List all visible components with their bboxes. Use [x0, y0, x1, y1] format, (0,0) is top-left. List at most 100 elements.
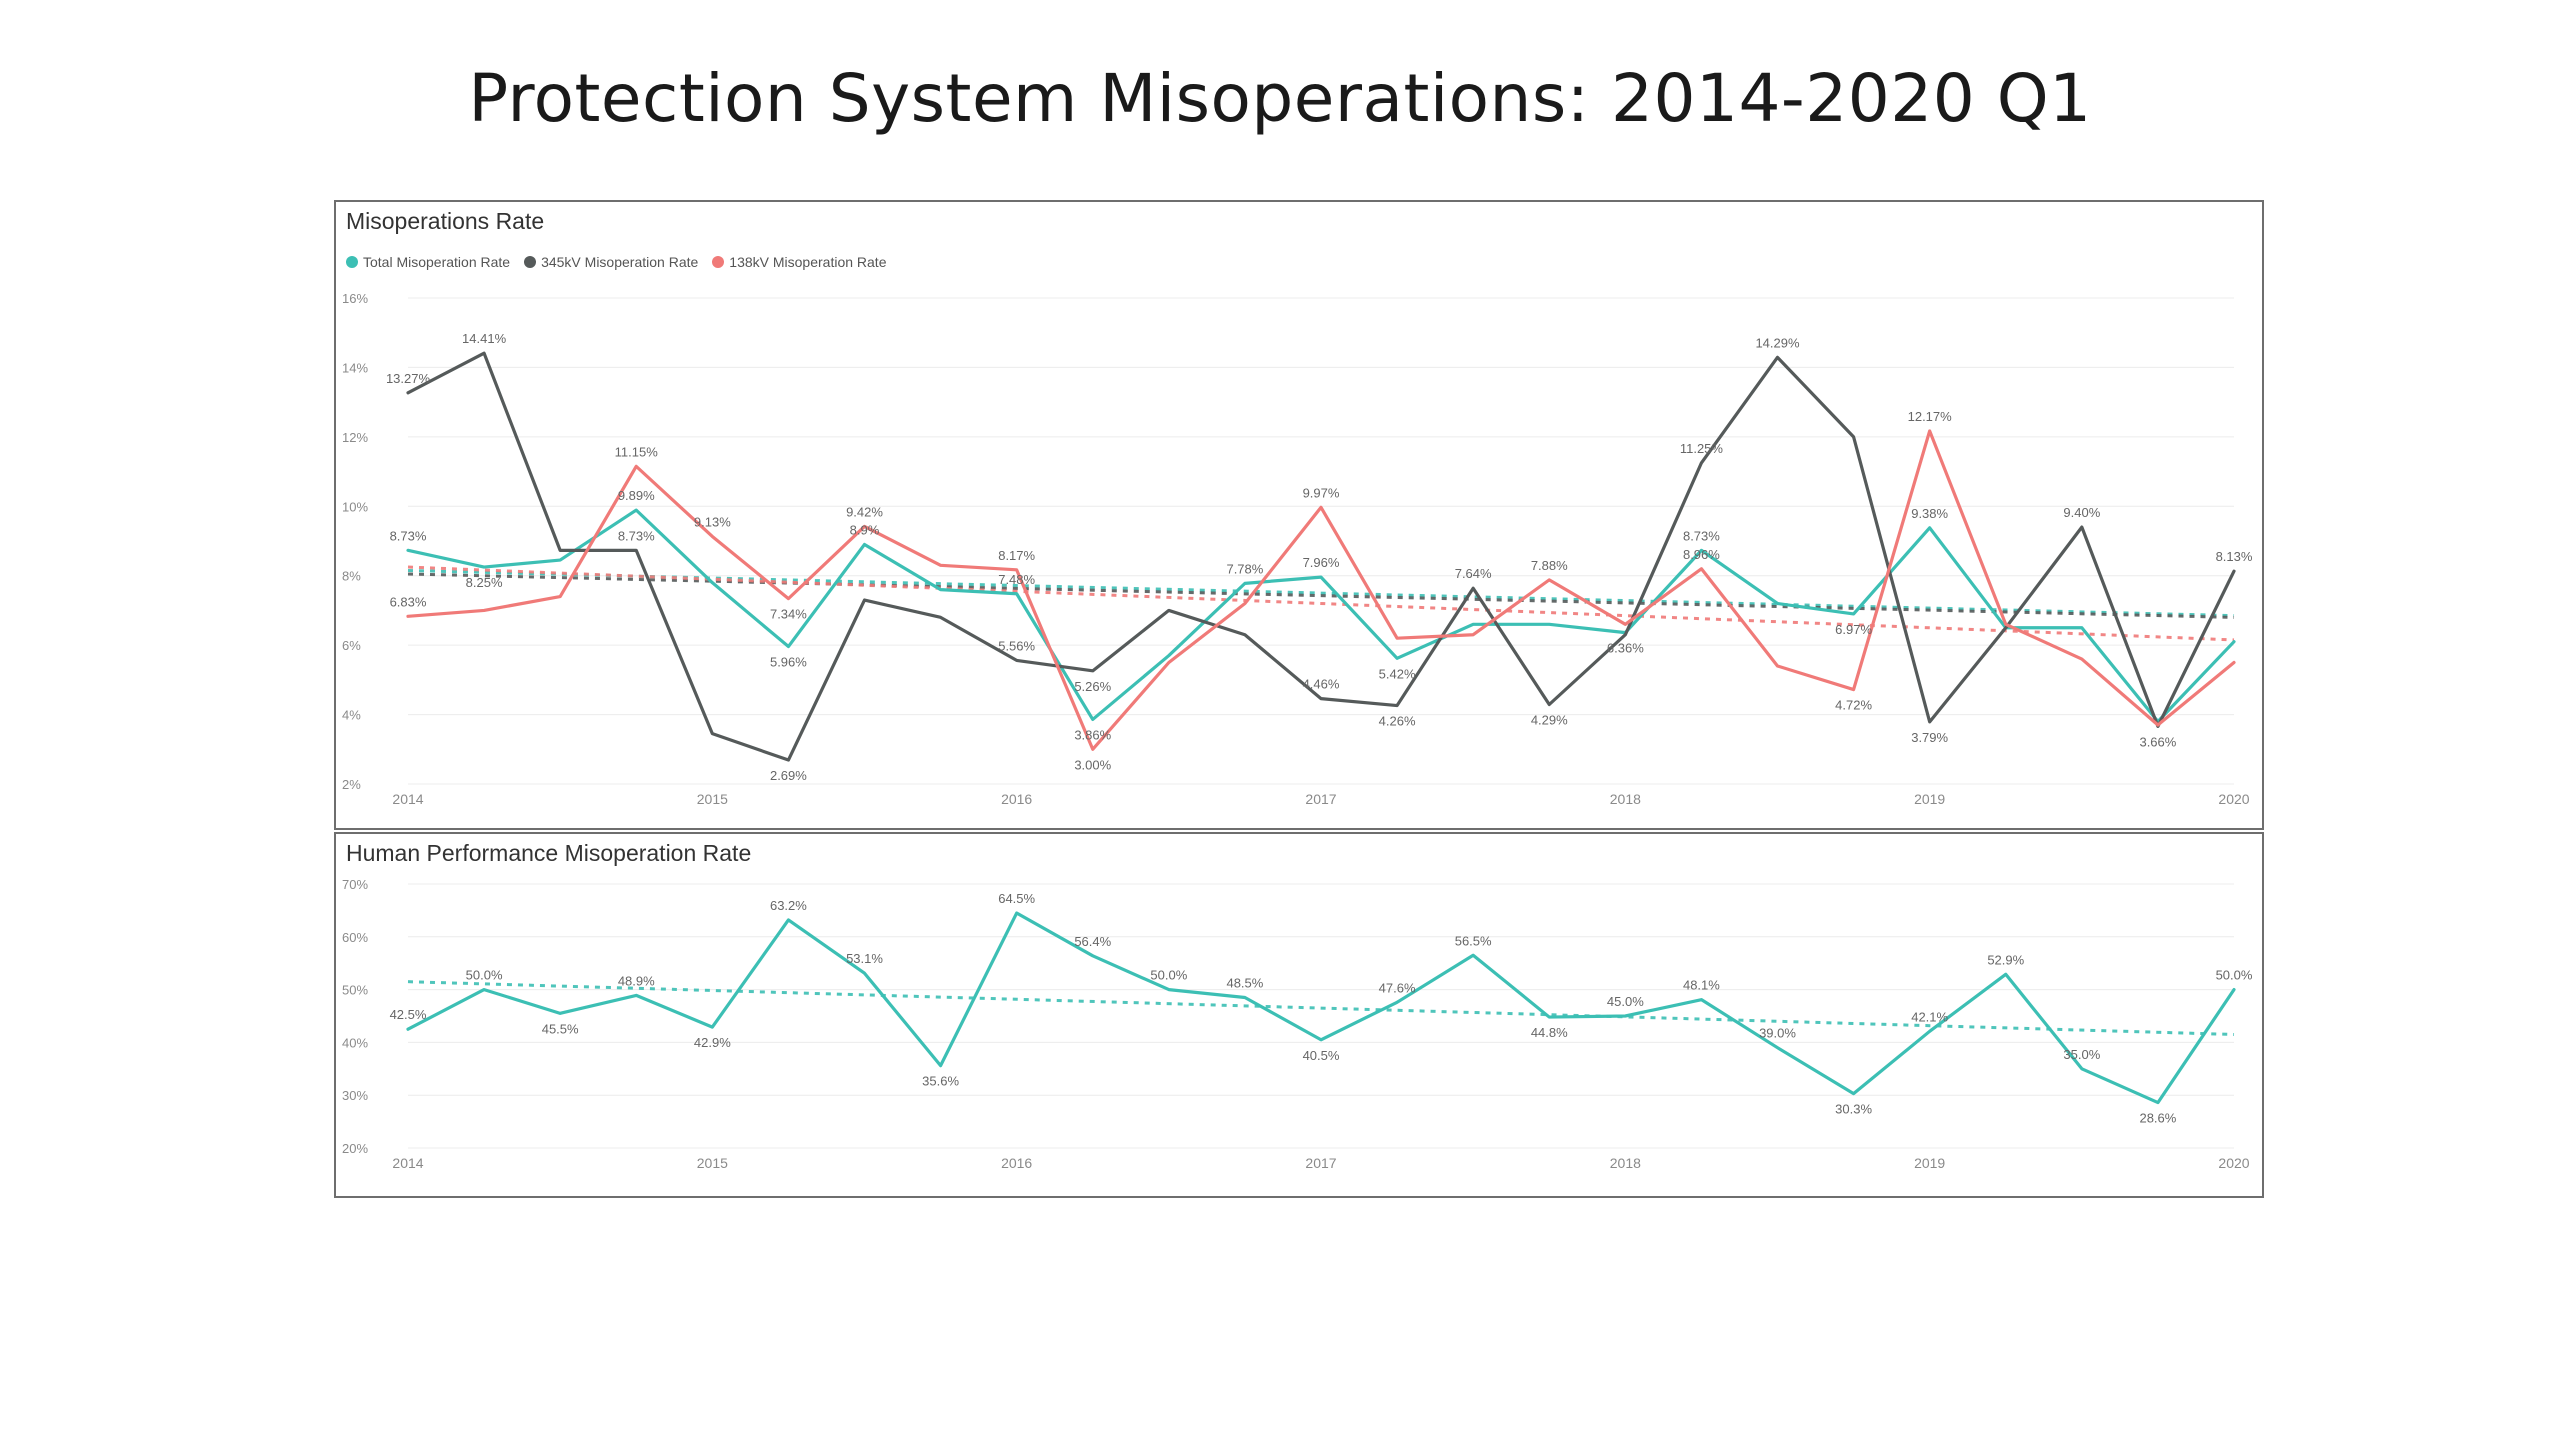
- data-label: 48.9%: [618, 973, 655, 988]
- data-label: 6.97%: [1835, 622, 1872, 637]
- data-label: 30.3%: [1835, 1102, 1872, 1117]
- x-tick-label: 2018: [1610, 791, 1641, 807]
- trend-line-0: [407, 569, 2235, 618]
- data-label: 14.29%: [1755, 335, 1800, 350]
- data-label: 7.78%: [1226, 561, 1263, 576]
- legend-label-345kv: 345kV Misoperation Rate: [541, 254, 699, 270]
- data-label: 5.96%: [770, 655, 807, 670]
- y-tick-label: 40%: [342, 1035, 368, 1050]
- data-label: 11.25%: [1680, 441, 1724, 456]
- y-tick-label: 6%: [342, 638, 361, 653]
- data-label: 4.72%: [1835, 698, 1872, 713]
- data-label: 8.96%: [1683, 547, 1720, 562]
- data-label: 63.2%: [770, 898, 807, 913]
- data-label: 2.69%: [770, 768, 807, 783]
- data-label: 8.13%: [2216, 549, 2253, 564]
- legend-marker-total: [346, 256, 358, 268]
- data-label: 48.1%: [1683, 978, 1720, 993]
- y-tick-label: 2%: [342, 777, 361, 792]
- data-label: 5.42%: [1379, 666, 1416, 681]
- series-line-2: [406, 429, 2236, 751]
- data-label: 11.15%: [615, 444, 659, 459]
- misoperations-rate-chart: 2% 4% 6% 8% 10% 12% 14% 16% 2014 2015 2016 2017 2018…: [342, 291, 2253, 807]
- data-label: 9.13%: [694, 514, 731, 529]
- x-tick-label: 2016: [1001, 1155, 1032, 1171]
- data-label: 3.00%: [1074, 757, 1111, 772]
- x-tick-label: 2018: [1610, 1155, 1641, 1171]
- y-tick-label: 4%: [342, 708, 361, 723]
- x-tick-label: 2015: [697, 791, 728, 807]
- x-tick-label: 2020: [2218, 791, 2249, 807]
- data-label: 8.25%: [466, 575, 503, 590]
- data-label: 42.5%: [390, 1007, 427, 1022]
- y-tick-label: 20%: [342, 1141, 368, 1156]
- x-tick-label: 2019: [1914, 1155, 1945, 1171]
- data-label: 50.0%: [2216, 968, 2253, 983]
- y-tick-label: 60%: [342, 930, 368, 945]
- y-tick-label: 70%: [342, 877, 368, 892]
- data-label: 53.1%: [846, 951, 883, 966]
- legend-label-138kv: 138kV Misoperation Rate: [729, 254, 887, 270]
- data-label: 3.79%: [1911, 730, 1948, 745]
- data-label: 3.86%: [1074, 727, 1111, 742]
- data-label: 56.5%: [1455, 933, 1492, 948]
- data-label: 8.17%: [998, 548, 1035, 563]
- series-line-0: [406, 911, 2236, 1105]
- x-tick-label: 2015: [697, 1155, 728, 1171]
- legend-marker-138kv: [712, 256, 725, 268]
- data-label: 9.38%: [1911, 506, 1948, 521]
- legend-label-total: Total Misoperation Rate: [363, 254, 511, 270]
- y-tick-label: 30%: [342, 1088, 368, 1103]
- data-label: 35.0%: [2063, 1047, 2100, 1062]
- data-label: 9.89%: [618, 488, 655, 503]
- misoperations-rate-panel: Misoperations Rate Total Misoperation Ra…: [334, 200, 2264, 830]
- data-label: 8.9%: [850, 522, 880, 537]
- slide-title: Protection System Misoperations: 2014-20…: [468, 60, 2092, 137]
- data-label: 52.9%: [1987, 952, 2024, 967]
- trend-line-1: [407, 572, 2235, 619]
- data-label: 8.73%: [1683, 528, 1720, 543]
- data-label: 44.8%: [1531, 1025, 1568, 1040]
- legend-item-345kv[interactable]: 345kV Misoperation Rate: [524, 254, 698, 270]
- y-tick-label: 50%: [342, 983, 368, 998]
- data-label: 7.34%: [770, 607, 807, 622]
- data-label: 40.5%: [1303, 1048, 1340, 1063]
- data-label: 7.88%: [1531, 558, 1568, 573]
- series-line-1: [406, 351, 2236, 762]
- y-tick-label: 8%: [342, 569, 361, 584]
- data-label: 42.1%: [1911, 1009, 1948, 1024]
- data-label: 45.0%: [1607, 994, 1644, 1009]
- x-tick-label: 2020: [2218, 1155, 2249, 1171]
- trend-line-0: [407, 980, 2235, 1036]
- data-label: 5.56%: [998, 638, 1035, 653]
- legend-item-138kv[interactable]: 138kV Misoperation Rate: [712, 254, 886, 270]
- legend-item-total[interactable]: Total Misoperation Rate: [346, 254, 510, 270]
- data-label: 5.26%: [1074, 679, 1111, 694]
- data-label: 8.73%: [618, 528, 655, 543]
- data-label: 7.48%: [998, 572, 1035, 587]
- data-label: 50.0%: [466, 968, 503, 983]
- data-label: 7.96%: [1303, 555, 1340, 570]
- data-label: 4.26%: [1379, 714, 1416, 729]
- data-label: 7.64%: [1455, 566, 1492, 581]
- data-label: 3.66%: [2139, 734, 2176, 749]
- data-label: 8.73%: [390, 528, 427, 543]
- data-label: 56.4%: [1074, 934, 1111, 949]
- data-label: 6.36%: [1607, 641, 1644, 656]
- x-tick-label: 2019: [1914, 791, 1945, 807]
- chart-legend: Total Misoperation Rate 345kV Misoperati…: [346, 254, 886, 270]
- misoperations-rate-title: Misoperations Rate: [346, 208, 545, 234]
- y-tick-label: 14%: [342, 360, 368, 375]
- data-label: 35.6%: [922, 1074, 959, 1089]
- data-label: 4.29%: [1531, 713, 1568, 728]
- trend-line-2: [407, 565, 2235, 642]
- x-tick-label: 2017: [1305, 791, 1336, 807]
- data-label: 14.41%: [462, 331, 507, 346]
- human-performance-panel: Human Performance Misoperation Rate 20% 3…: [334, 832, 2264, 1198]
- x-tick-label: 2017: [1305, 1155, 1336, 1171]
- data-label: 45.5%: [542, 1021, 579, 1036]
- x-tick-label: 2014: [392, 791, 423, 807]
- data-label: 9.97%: [1303, 485, 1340, 500]
- x-tick-label: 2014: [392, 1155, 423, 1171]
- data-label: 13.27%: [386, 371, 431, 386]
